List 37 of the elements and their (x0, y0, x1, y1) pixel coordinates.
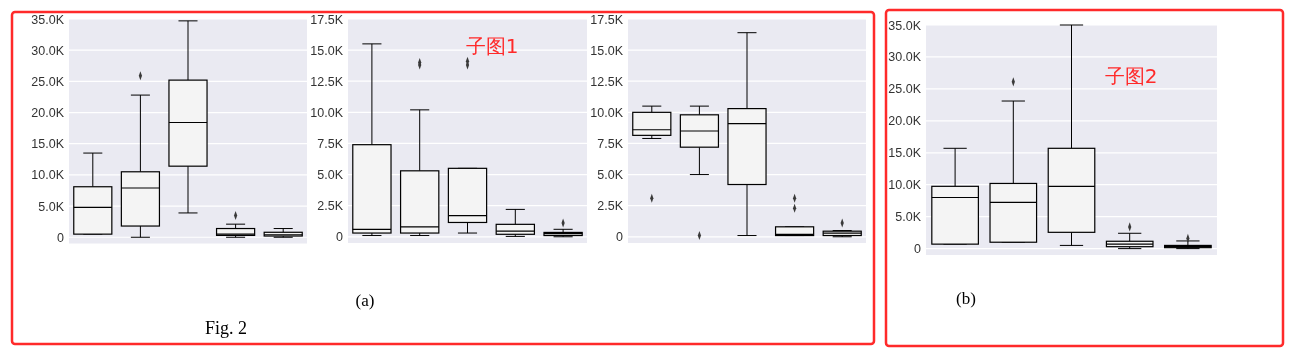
y-tick-label: 15.0K (310, 43, 344, 58)
text: (b) (956, 289, 976, 308)
y-tick-label: 30.0K (31, 43, 65, 58)
y-tick-label: 0 (57, 230, 65, 245)
y-tick-label: 12.5K (310, 74, 344, 89)
text: (a) (355, 291, 375, 310)
y-tick-label: 17.5K (590, 12, 624, 27)
y-tick-label: 0 (616, 230, 624, 245)
y-tick-label: 25.0K (31, 74, 65, 89)
y-tick-label: 15.0K (31, 137, 65, 152)
y-tick-label: 7.5K (597, 136, 624, 151)
y-tick-label: 10.0K (590, 105, 624, 120)
y-tick-label: 5.0K (38, 199, 65, 214)
y-tick-label: 15.0K (590, 43, 624, 58)
y-tick-label: 30.0K (888, 50, 922, 65)
y-tick-label: 5.0K (895, 210, 922, 225)
y-tick-label: 7.5K (317, 136, 344, 151)
y-tick-label: 15.0K (888, 146, 922, 161)
y-tick-label: 2.5K (597, 199, 624, 214)
y-tick-label: 35.0K (31, 12, 65, 27)
y-tick-label: 5.0K (317, 168, 344, 183)
y-tick-label: 12.5K (590, 74, 624, 89)
y-tick-label: 17.5K (310, 12, 344, 27)
y-tick-label: 0 (336, 230, 344, 245)
y-tick-label: 20.0K (888, 114, 922, 129)
caption: Fig. 2 (205, 318, 248, 338)
y-tick-label: 10.0K (310, 105, 344, 120)
y-tick-label: 25.0K (888, 82, 922, 97)
y-tick-label: 0 (914, 242, 922, 257)
annotation: 子图1 (465, 34, 519, 58)
y-tick-label: 5.0K (597, 168, 624, 183)
y-tick-label: 20.0K (31, 106, 65, 121)
y-tick-label: 10.0K (31, 168, 65, 183)
y-tick-label: 10.0K (888, 178, 922, 193)
annotation: 子图2 (1104, 64, 1158, 88)
y-tick-label: 35.0K (888, 18, 922, 33)
y-tick-label: 2.5K (317, 199, 344, 214)
